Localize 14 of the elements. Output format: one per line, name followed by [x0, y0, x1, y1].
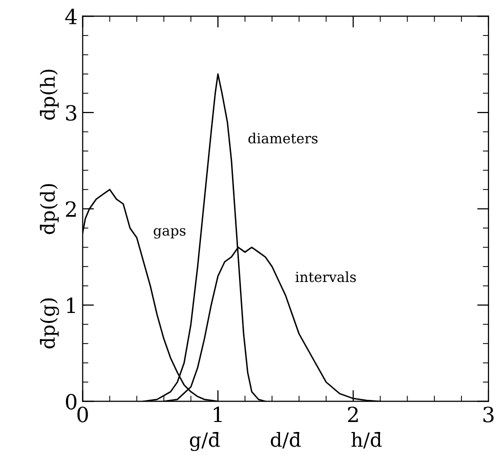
y-axis-title: d̄p(g) d̄p(d) d̄p(h) — [40, 70, 59, 348]
x-axis-title: g/d̄ d/d̄ h/d̄ — [190, 432, 382, 452]
y-tick-label: 1 — [67, 298, 75, 313]
x-tick-label: 2 — [348, 406, 358, 422]
series-label: diameters — [248, 132, 318, 144]
y-tick-label: 4 — [65, 8, 77, 24]
x-tick-label: 3 — [483, 406, 494, 422]
y-tick-label: 2 — [66, 201, 76, 217]
x-tick-label: 1 — [214, 406, 222, 422]
series-label: gaps — [154, 228, 186, 239]
x-tick-label: 0 — [77, 406, 88, 422]
y-tick-label: 3 — [66, 104, 76, 121]
series-label: intervals — [296, 271, 356, 282]
y-tick-label: 0 — [66, 394, 76, 410]
